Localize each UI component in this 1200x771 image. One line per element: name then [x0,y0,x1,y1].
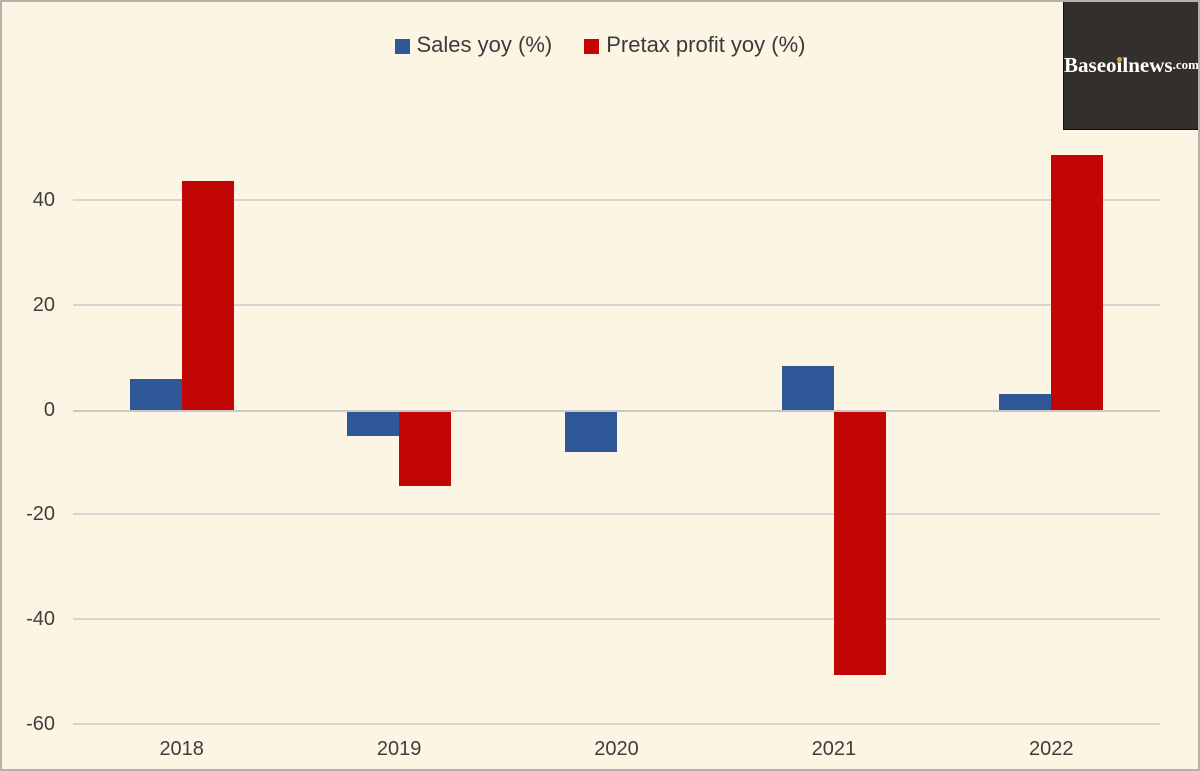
bar-2019-sales [347,411,400,436]
category-label-2021: 2021 [811,738,857,760]
bar-2022-sales [999,393,1052,410]
bar-2021-sales [781,365,834,410]
bar-2021-pretax [833,411,886,676]
legend-item-pretax: Pretax profit yoy (%) [584,32,806,57]
bar-2020-sales [564,411,617,453]
logo-text-suffix: .com [1172,57,1199,72]
chart-legend: Sales yoy (%) Pretax profit yoy (%) [0,32,1200,58]
gridline-20 [73,304,1160,306]
legend-label-pretax: Pretax profit yoy (%) [606,32,806,57]
y-tick-label--60: -60 [26,712,55,735]
pretax-swatch-icon [584,38,600,54]
bar-2019-pretax [399,411,452,487]
category-label-2020: 2020 [594,738,639,760]
logo-text-main: Baseoı lnews [1064,52,1173,77]
y-tick-label-0: 0 [43,398,55,421]
y-tick-label-40: 40 [32,189,55,212]
y-tick-label-20: 20 [32,294,55,316]
category-label-2022: 2022 [1029,738,1074,760]
gridline--20 [73,513,1160,516]
gridline--40 [73,618,1160,621]
bar-2018-sales [129,379,182,410]
logo-gold-dot-icon [1116,57,1122,63]
gridline-40 [73,199,1160,202]
y-tick-label--40: -40 [26,608,55,631]
bar-2022-pretax [1051,155,1104,410]
baseoilnews-logo: Baseoı lnews .com [1063,0,1200,130]
gridline--60 [73,722,1160,725]
y-tick-label--20: -20 [26,503,55,526]
legend-label-sales: Sales yoy (%) [416,32,553,57]
bar-2018-pretax [181,181,234,410]
category-label-2019: 2019 [376,738,422,760]
legend-item-sales: Sales yoy (%) [394,32,553,57]
sales-swatch-icon [394,38,410,54]
category-label-2018: 2018 [159,738,204,760]
x-axis-line [73,409,1160,412]
